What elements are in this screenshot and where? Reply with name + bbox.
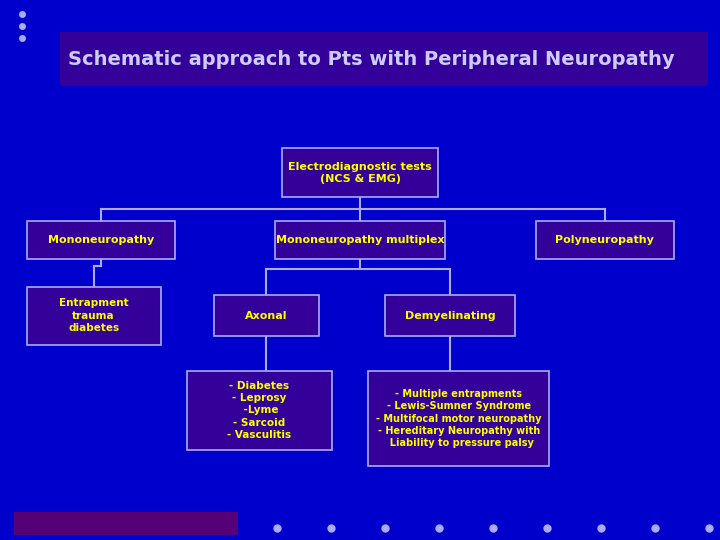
FancyBboxPatch shape xyxy=(536,221,674,259)
FancyBboxPatch shape xyxy=(214,295,319,336)
Text: Entrapment
trauma
diabetes: Entrapment trauma diabetes xyxy=(59,299,128,333)
Text: - Diabetes
- Leprosy
 -Lyme
- Sarcoid
- Vasculitis: - Diabetes - Leprosy -Lyme - Sarcoid - V… xyxy=(227,381,292,440)
FancyBboxPatch shape xyxy=(275,221,445,259)
FancyBboxPatch shape xyxy=(369,371,549,466)
FancyBboxPatch shape xyxy=(282,148,438,197)
FancyBboxPatch shape xyxy=(60,32,708,86)
Text: Axonal: Axonal xyxy=(245,311,288,321)
Text: Electrodiagnostic tests
(NCS & EMG): Electrodiagnostic tests (NCS & EMG) xyxy=(288,161,432,184)
Text: Schematic approach to Pts with Peripheral Neuropathy: Schematic approach to Pts with Periphera… xyxy=(68,50,675,69)
FancyBboxPatch shape xyxy=(27,287,161,345)
FancyBboxPatch shape xyxy=(186,371,331,450)
Text: Polyneuropathy: Polyneuropathy xyxy=(555,235,654,245)
FancyBboxPatch shape xyxy=(384,295,516,336)
Text: - Multiple entrapments
- Lewis-Sumner Syndrome
- Multifocal motor neuropathy
- H: - Multiple entrapments - Lewis-Sumner Sy… xyxy=(376,389,541,448)
Text: Mononeuropathy multiplex: Mononeuropathy multiplex xyxy=(276,235,444,245)
Text: Mononeuropathy: Mononeuropathy xyxy=(48,235,154,245)
FancyBboxPatch shape xyxy=(27,221,175,259)
Text: Demyelinating: Demyelinating xyxy=(405,311,495,321)
FancyBboxPatch shape xyxy=(14,512,238,535)
